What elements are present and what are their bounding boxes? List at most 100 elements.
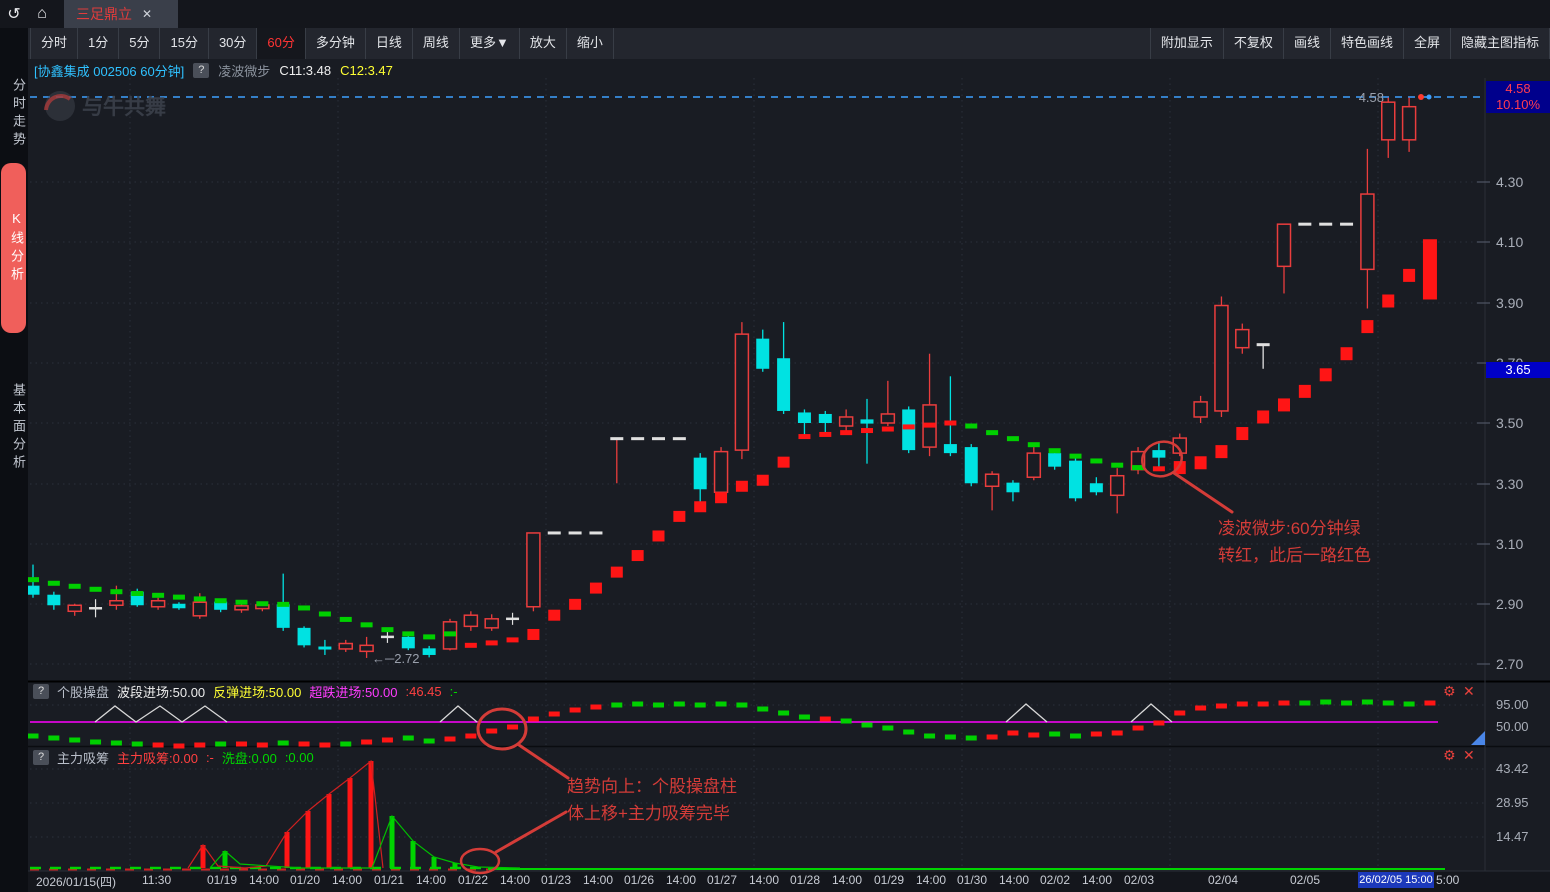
document-tab[interactable]: 三足鼎立 ✕ (64, 0, 178, 28)
price-tick: 2.90 (1496, 596, 1524, 612)
svg-text:4.58: 4.58 (1359, 90, 1384, 105)
panel2-tick: 14.47 (1496, 829, 1529, 844)
annotation-text: 转红，此后一路红色 (1218, 546, 1371, 565)
time-tick: 14:00 (1082, 873, 1113, 887)
toolbar-tool-附加显示[interactable]: 附加显示 (1149, 28, 1224, 59)
info-bar: [协鑫集成 002506 60分钟]? 凌波微步 C11:3.48 C12:3.47 (34, 61, 393, 80)
panel2-header-seg-3: 洗盘:0.00 (221, 750, 277, 766)
toolbar-period-1分[interactable]: 1分 (78, 28, 120, 59)
toolbar-period-多分钟[interactable]: 多分钟 (306, 28, 366, 59)
time-tick: 14:00 (332, 873, 363, 887)
time-tick: 14:00 (999, 873, 1030, 887)
c12-value: C12:3.47 (340, 63, 393, 78)
help-icon[interactable]: ? (193, 63, 210, 78)
main-chart-canvas[interactable]: 4.58 与牛共舞 ←─2.72 (28, 59, 1550, 892)
panel1-tick: 50.00 (1496, 719, 1529, 734)
panel1-header-seg-4: :46.45 (405, 683, 442, 699)
last-price-badge: 3.65 (1486, 362, 1550, 378)
high-price-badge: 4.58 (1486, 81, 1550, 97)
crosshair-time-badge: 26/02/05 15:00 (1358, 872, 1434, 888)
price-tick: 3.90 (1496, 295, 1524, 311)
left-sidebar: 分时走势 K线分析基本面分析 (0, 28, 28, 892)
toolbar-period-周线[interactable]: 周线 (413, 28, 460, 59)
panel2-header-seg-4: :0.00 (284, 749, 314, 765)
time-tick: 01/30 (957, 873, 988, 887)
panel1-header-seg-0: 个股操盘 (57, 684, 110, 700)
toolbar-tools-group: 附加显示 不复权 画线 特色画线 全屏 隐藏主图指标 (1149, 28, 1550, 59)
sidebar-tab-基本面分析[interactable]: 基本面分析 (11, 383, 26, 473)
panel2-tick: 43.42 (1496, 761, 1529, 776)
toolbar-period-15分[interactable]: 15分 (160, 28, 209, 59)
price-tick: 3.10 (1496, 536, 1524, 552)
back-icon[interactable]: ↺ (7, 6, 21, 23)
toolbar-tool-不复权[interactable]: 不复权 (1224, 28, 1284, 59)
toolbar-period-缩小[interactable]: 缩小 (567, 28, 614, 59)
toolbar-period-30分[interactable]: 30分 (209, 28, 258, 59)
panel2-close-icon[interactable]: ✕ (1463, 747, 1475, 763)
c11-value: C11:3.48 (279, 63, 332, 78)
price-tick: 4.10 (1496, 234, 1524, 250)
time-tick: 01/23 (541, 873, 572, 887)
pct-change-badge: 10.10% (1486, 97, 1550, 113)
toolbar-period-放大[interactable]: 放大 (520, 28, 567, 59)
panel2-tick: 28.95 (1496, 795, 1529, 810)
time-tick: 14:00 (583, 873, 614, 887)
time-tick: 01/22 (458, 873, 489, 887)
time-tick: 01/29 (874, 873, 905, 887)
panel1-header-seg-3: 超跌进场:50.00 (309, 684, 398, 700)
price-tick: 2.70 (1496, 656, 1524, 672)
time-tick: 02/03 (1124, 873, 1155, 887)
time-tick: 01/19 (207, 873, 238, 887)
sidebar-tab-K线分析[interactable]: K线分析 (1, 163, 26, 333)
toolbar-period-更多▼[interactable]: 更多▼ (460, 28, 520, 59)
time-tick: 14:00 (416, 873, 447, 887)
time-tick: 14:00 (249, 873, 280, 887)
panel1-header-seg-5: :- (449, 683, 458, 699)
annotation-text: 体上移+主力吸筹完毕 (567, 804, 730, 823)
time-tick: 14:00 (749, 873, 780, 887)
price-tick: 3.30 (1496, 476, 1524, 492)
time-tick: 01/21 (374, 873, 405, 887)
panel1-header-help-icon[interactable]: ? (33, 683, 49, 699)
panel1-header: ? 个股操盘 波段进场:50.00 反弹进场:50.00 超跌进场:50.00 :46.4… (33, 683, 458, 700)
panel2-settings-icon[interactable]: ⚙ (1443, 747, 1456, 763)
toolbar-tool-特色画线[interactable]: 特色画线 (1331, 28, 1404, 59)
panel2-header-help-icon[interactable]: ? (33, 749, 49, 765)
panel2-header: ? 主力吸筹 主力吸筹:0.00 :- 洗盘:0.00 :0.00 (33, 749, 314, 766)
time-tick: 11:30 (142, 873, 172, 887)
toolbar-tool-隐藏主图指标[interactable]: 隐藏主图指标 (1451, 28, 1550, 59)
annotation-text: 趋势向上：个股操盘柱 (567, 777, 737, 796)
panel1-header-seg-1: 波段进场:50.00 (117, 684, 206, 700)
toolbar-period-日线[interactable]: 日线 (366, 28, 413, 59)
time-tick: 14:00 (916, 873, 947, 887)
time-tick: 5:00 (1436, 873, 1460, 887)
time-tick: 14:00 (500, 873, 531, 887)
time-tick: 01/27 (707, 873, 738, 887)
toolbar-tool-画线[interactable]: 画线 (1284, 28, 1331, 59)
price-tick: 4.30 (1496, 174, 1524, 190)
home-icon[interactable]: ⌂ (37, 5, 47, 22)
annotation-text: 凌波微步:60分钟绿 (1218, 519, 1361, 538)
sidebar-tab-分时走势[interactable]: 分时走势 (11, 78, 26, 150)
toolbar-period-5分[interactable]: 5分 (119, 28, 161, 59)
time-tick: 14:00 (832, 873, 863, 887)
panel1-close-icon[interactable]: ✕ (1463, 683, 1475, 699)
title-bar: ↺ ⌂ 三足鼎立 ✕ (0, 0, 1550, 28)
toolbar-period-分时[interactable]: 分时 (30, 28, 79, 59)
svg-text:←─2.72: ←─2.72 (372, 651, 420, 666)
panel2-header-seg-1: 主力吸筹:0.00 (117, 750, 198, 766)
time-tick: 02/02 (1040, 873, 1071, 887)
time-tick: 01/20 (290, 873, 321, 887)
panel1-header-seg-2: 反弹进场:50.00 (213, 684, 302, 700)
symbol-label: [协鑫集成 002506 60分钟] (34, 64, 185, 79)
toolbar-period-60分[interactable]: 60分 (257, 28, 306, 59)
toolbar-tool-全屏[interactable]: 全屏 (1404, 28, 1451, 59)
panel1-settings-icon[interactable]: ⚙ (1443, 683, 1456, 699)
toolbar-period-group: 分时 1分 5分 15分 30分 60分 多分钟 日线 周线 更多▼ 放大 缩小 (30, 28, 614, 59)
panel2-header-seg-0: 主力吸筹 (57, 750, 110, 766)
time-tick: 2026/01/15(四) (36, 875, 117, 889)
tab-close-icon[interactable]: ✕ (142, 7, 153, 21)
panel2-header-seg-2: :- (205, 749, 214, 765)
document-tab-label: 三足鼎立 (76, 6, 132, 22)
